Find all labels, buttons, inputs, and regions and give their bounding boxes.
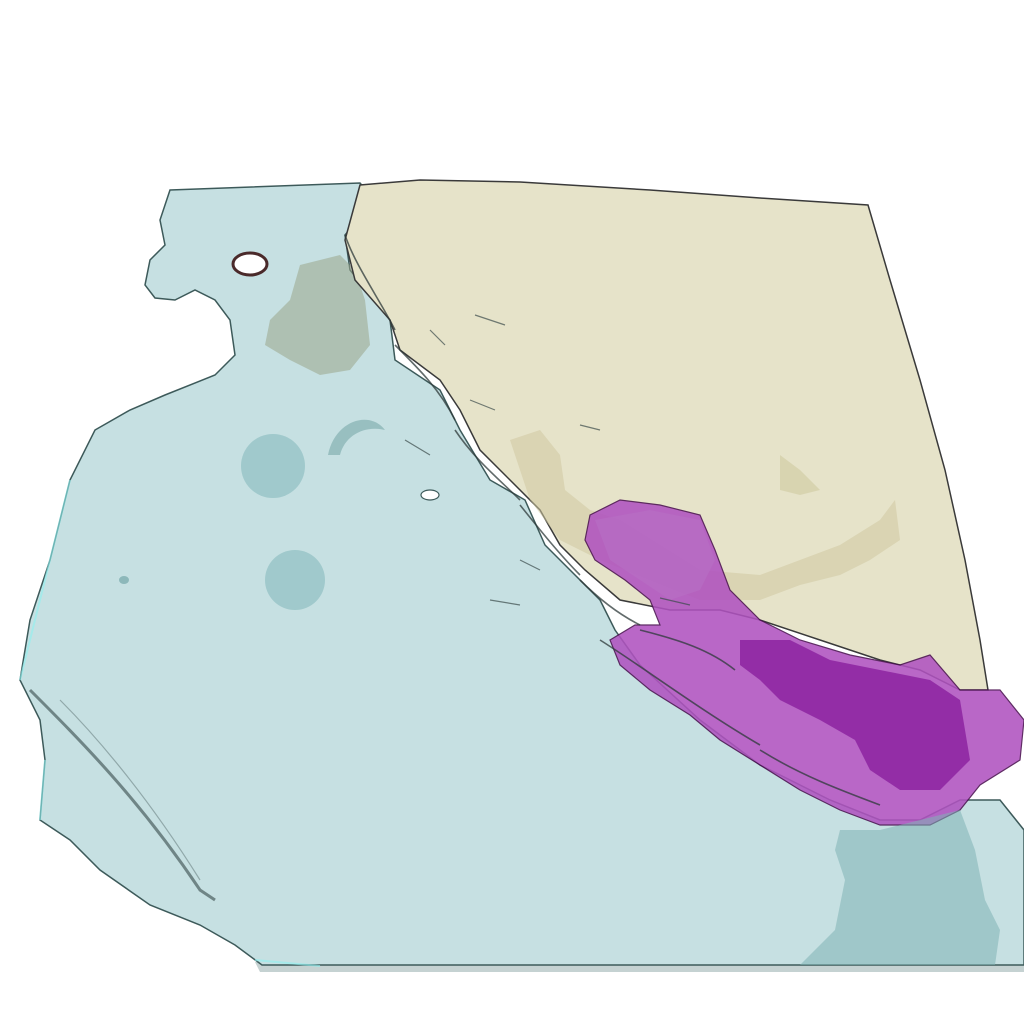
- cream-small-patch: [780, 455, 820, 495]
- cyan-edge-highlight: [19, 479, 321, 967]
- teal-lower-blob: [800, 810, 1000, 965]
- small-speck-2: [420, 489, 440, 501]
- magenta-core: [740, 640, 970, 790]
- small-crack-lines: [404, 314, 691, 606]
- circular-hole-2: [265, 550, 325, 610]
- small-speck: [119, 576, 129, 584]
- boundary-crack-lines: [344, 234, 881, 806]
- small-dark-ring: [231, 251, 269, 277]
- olive-shadow-patch: [265, 255, 370, 375]
- crescent-hole: [328, 419, 385, 455]
- cyan-surface-fold-2: [59, 699, 201, 881]
- cyan-tissue-volume: [19, 182, 1024, 966]
- cyan-surface-fold: [28, 688, 216, 902]
- circular-hole-1: [241, 434, 305, 498]
- magenta-upper-lobe: [595, 510, 715, 600]
